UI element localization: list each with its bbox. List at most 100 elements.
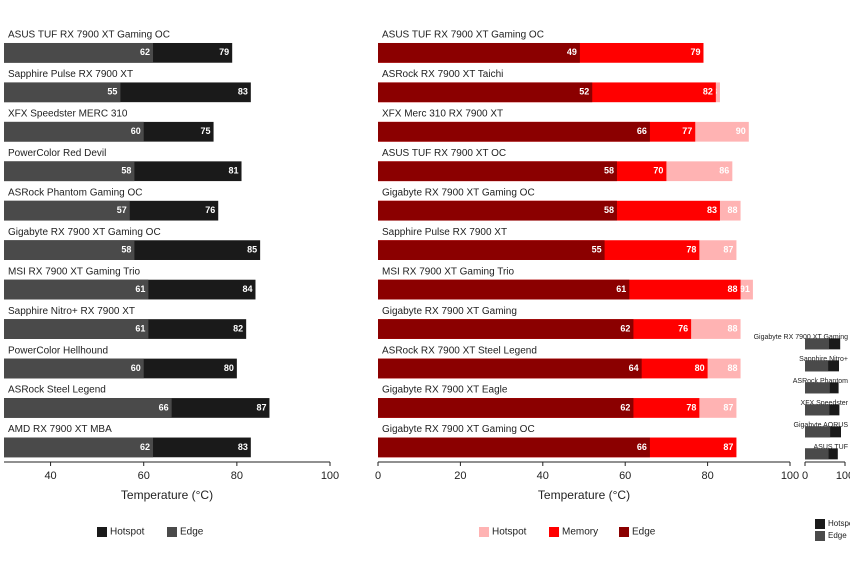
bar: [4, 319, 149, 339]
value-label: 80: [224, 363, 234, 373]
value-label: 86: [719, 166, 729, 176]
value-label: 52: [579, 87, 589, 97]
bar: [378, 358, 642, 379]
value-label: 87: [256, 402, 266, 412]
value-label: 82: [233, 323, 243, 333]
category-label: PowerColor Red Devil: [8, 148, 106, 159]
category-label: MSI RX 7900 XT Gaming Trio: [8, 266, 141, 277]
bar: [4, 200, 130, 221]
value-label: 77: [682, 126, 692, 136]
category-label: Gigabyte RX 7900 XT Eagle: [382, 385, 508, 396]
legend-label: Memory: [562, 527, 598, 538]
value-label: 88: [728, 363, 738, 373]
value-label: 58: [604, 205, 614, 215]
value-label: 55: [107, 87, 117, 97]
bar: [378, 240, 605, 260]
category-label: Gigabyte RX 7900 XT Gaming: [754, 334, 849, 341]
legend-label: Edge: [180, 527, 204, 538]
x-tick-label: 20: [454, 470, 466, 482]
legend-label: Hotspot: [828, 519, 850, 528]
bar: [378, 161, 617, 182]
category-label: Sapphire Nitro+: [799, 356, 848, 363]
category-label: MSI RX 7900 XT Gaming Trio: [382, 266, 515, 277]
legend-label: Hotspot: [492, 527, 527, 538]
value-label: 62: [620, 402, 630, 412]
category-label: Gigabyte RX 7900 XT Gaming OC: [382, 424, 535, 435]
category-label: ASRock RX 7900 XT Steel Legend: [382, 345, 537, 356]
value-label: 75: [201, 126, 211, 136]
value-label: 82: [703, 87, 713, 97]
value-label: 66: [159, 402, 169, 412]
x-tick-label: 60: [138, 470, 150, 482]
category-label: Gigabyte RX 7900 XT Gaming OC: [8, 227, 161, 238]
category-label: XFX Speedster MERC 310: [8, 109, 128, 120]
value-label: 81: [228, 166, 238, 176]
value-label: 66: [637, 442, 647, 452]
value-label: 84: [242, 284, 252, 294]
bar: [378, 398, 634, 418]
value-label: 83: [238, 87, 248, 97]
value-label: 62: [140, 442, 150, 452]
legend-swatch: [815, 519, 825, 529]
legend-swatch: [549, 527, 559, 537]
x-axis-title: Temperature (°C): [538, 488, 630, 502]
bar: [4, 161, 135, 182]
x-tick-label: 0: [375, 470, 381, 482]
bar: [805, 360, 829, 372]
category-label: ASUS TUF RX 7900 XT Gaming OC: [382, 30, 544, 41]
value-label: 88: [728, 284, 738, 294]
legend-label: Edge: [828, 531, 847, 540]
bar: [805, 426, 831, 438]
category-label: Gigabyte AORUS: [794, 422, 849, 429]
value-label: 70: [653, 166, 663, 176]
value-label: 76: [678, 323, 688, 333]
bar: [4, 82, 121, 103]
value-label: 88: [728, 323, 738, 333]
value-label: 57: [117, 205, 127, 215]
x-tick-label: 40: [44, 470, 56, 482]
value-label: 78: [686, 402, 696, 412]
category-label: Gigabyte RX 7900 XT Gaming: [382, 306, 517, 317]
legend-swatch: [815, 531, 825, 541]
category-label: Sapphire Pulse RX 7900 XT: [8, 69, 133, 80]
bar: [805, 382, 830, 394]
bar: [378, 279, 630, 300]
x-axis-title: Temperature (°C): [121, 488, 213, 502]
x-tick-label: 100: [321, 470, 339, 482]
value-label: 61: [135, 284, 145, 294]
value-label: 83: [238, 442, 248, 452]
value-label: 60: [131, 363, 141, 373]
bar: [4, 42, 154, 63]
x-tick-label: 80: [231, 470, 243, 482]
value-label: 58: [604, 166, 614, 176]
bar: [4, 240, 135, 260]
category-label: ASUS TUF RX 7900 XT OC: [382, 148, 506, 159]
value-label: 90: [736, 126, 746, 136]
bar: [378, 437, 650, 458]
value-label: 79: [219, 47, 229, 57]
x-tick-label: 40: [537, 470, 549, 482]
x-tick-label: 80: [701, 470, 713, 482]
value-label: 87: [723, 442, 733, 452]
value-label: 58: [121, 245, 131, 255]
bar: [4, 358, 144, 379]
category-label: Sapphire Pulse RX 7900 XT: [382, 227, 507, 238]
category-label: ASUS TUF: [814, 444, 849, 451]
legend-swatch: [479, 527, 489, 537]
value-label: 79: [690, 47, 700, 57]
category-label: XFX Merc 310 RX 7900 XT: [382, 109, 503, 120]
category-label: Sapphire Nitro+ RX 7900 XT: [8, 306, 135, 317]
legend-label: Hotspot: [110, 527, 145, 538]
bar: [378, 82, 593, 103]
value-label: 61: [135, 323, 145, 333]
value-label: 61: [616, 284, 626, 294]
category-label: PowerColor Hellhound: [8, 345, 108, 356]
category-label: ASRock Phantom Gaming OC: [8, 187, 143, 198]
legend-label: Edge: [632, 527, 656, 538]
category-label: ASRock Steel Legend: [8, 385, 106, 396]
value-label: 62: [140, 47, 150, 57]
bar: [805, 448, 829, 460]
value-label: 66: [637, 126, 647, 136]
